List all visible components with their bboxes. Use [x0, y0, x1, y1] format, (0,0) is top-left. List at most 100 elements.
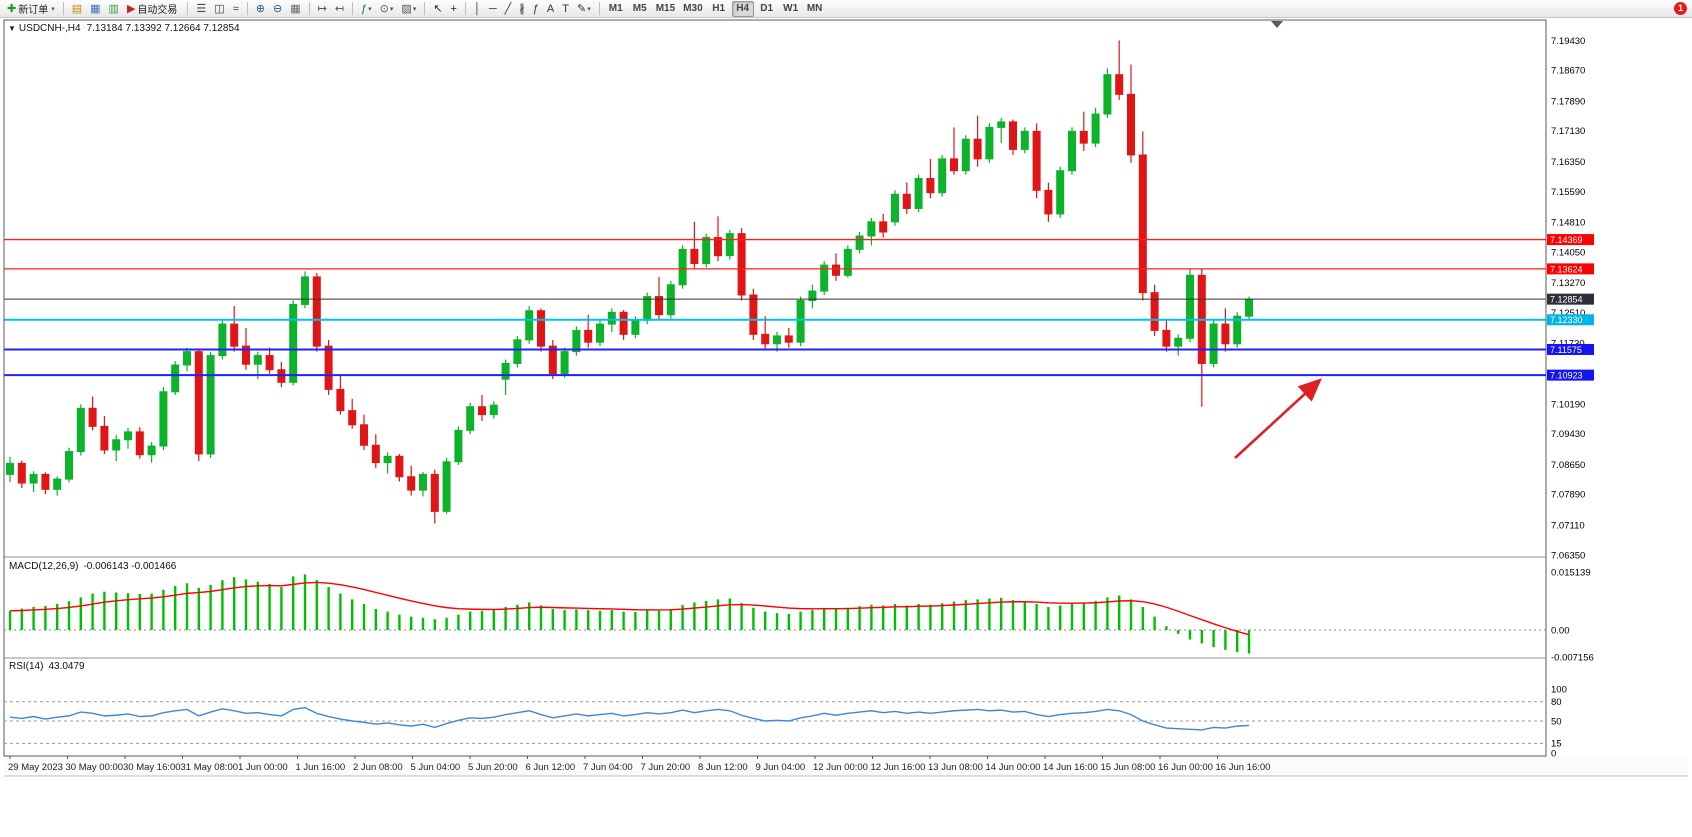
- svg-text:5 Jun 04:00: 5 Jun 04:00: [411, 762, 461, 773]
- svg-text:9 Jun 04:00: 9 Jun 04:00: [756, 762, 806, 773]
- svg-text:7.14050: 7.14050: [1551, 247, 1585, 258]
- svg-text:29 May 2023: 29 May 2023: [8, 762, 63, 773]
- fibonacci-button[interactable]: ƒ: [530, 1, 542, 17]
- toolbar-separator: [246, 2, 248, 15]
- svg-text:80: 80: [1551, 697, 1562, 708]
- timeframe-h4[interactable]: H4: [731, 0, 754, 17]
- price-label-box: [1547, 293, 1594, 305]
- candlestick-icon: ◫: [214, 2, 225, 15]
- crosshair-button[interactable]: +: [448, 1, 460, 17]
- svg-text:12 Jun 16:00: 12 Jun 16:00: [871, 762, 926, 773]
- chevron-down-icon: ▾: [412, 5, 417, 13]
- toolbar-separator: [598, 2, 600, 15]
- svg-text:6 Jun 12:00: 6 Jun 12:00: [526, 762, 576, 773]
- bar-chart-icon: ☰: [196, 2, 207, 15]
- new-order-button[interactable]: ✚ 新订单 ▾: [4, 1, 58, 17]
- timeframe-m5[interactable]: M5: [629, 1, 651, 17]
- chevron-down-icon: ▾: [51, 5, 55, 13]
- timeframe-h1[interactable]: H1: [708, 1, 730, 17]
- channel-icon: ∦: [519, 2, 525, 15]
- label-button[interactable]: T: [559, 1, 572, 17]
- macd-signal-line: [9, 581, 1250, 636]
- svg-text:7.10923: 7.10923: [1550, 371, 1583, 381]
- toolbar-separator: [464, 2, 466, 15]
- auto-scroll-button[interactable]: ↦: [315, 1, 330, 17]
- svg-text:7.07110: 7.07110: [1551, 520, 1585, 531]
- indicators-button[interactable]: ƒ ▾: [358, 1, 375, 17]
- svg-text:1 Jun 16:00: 1 Jun 16:00: [296, 762, 346, 773]
- svg-text:16 Jun 16:00: 16 Jun 16:00: [1216, 762, 1271, 773]
- templates-button[interactable]: ▨ ▾: [398, 1, 419, 17]
- svg-text:7.12510: 7.12510: [1551, 308, 1585, 319]
- horizontal-line-button[interactable]: ─: [486, 1, 500, 17]
- channel-button[interactable]: ∦: [516, 1, 528, 17]
- svg-text:13 Jun 08:00: 13 Jun 08:00: [928, 762, 983, 773]
- cursor-icon: ↖: [433, 2, 443, 15]
- line-chart-button[interactable]: ≈: [230, 1, 242, 17]
- price-label-boxes: 7.14369 7.13624 7.12330 7.11575 7.10923 7.128…: [1547, 234, 1594, 381]
- svg-text:30 May 00:00: 30 May 00:00: [66, 762, 124, 773]
- data-window-button[interactable]: ▦: [87, 1, 103, 17]
- chart-shift-icon: ↤: [334, 2, 345, 15]
- macd-histogram: [8, 574, 1251, 654]
- periods-button[interactable]: ⊙ ▾: [377, 1, 397, 17]
- timeframe-m30[interactable]: M30: [680, 1, 705, 17]
- svg-text:7.09430: 7.09430: [1551, 429, 1585, 440]
- timeframe-d1[interactable]: D1: [756, 1, 778, 17]
- svg-text:7.12854: 7.12854: [1550, 295, 1583, 305]
- trendline-button[interactable]: ╱: [502, 1, 515, 17]
- svg-text:-0.007156: -0.007156: [1551, 653, 1594, 664]
- rsi-line: [9, 706, 1250, 731]
- text-button[interactable]: A: [544, 1, 557, 17]
- horizontal-line-icon: ─: [488, 2, 497, 15]
- svg-text:7.14810: 7.14810: [1551, 218, 1585, 229]
- svg-text:7.11575: 7.11575: [1550, 345, 1582, 355]
- candlestick-chart-button[interactable]: ◫: [211, 1, 227, 17]
- toolbar-separator: [424, 2, 426, 15]
- toolbar-separator: [62, 2, 64, 15]
- new-order-icon: ✚: [7, 2, 17, 15]
- cursor-button[interactable]: ↖: [430, 1, 445, 17]
- timeframe-w1[interactable]: W1: [780, 1, 802, 17]
- svg-text:7.17130: 7.17130: [1551, 126, 1585, 137]
- bar-chart-button[interactable]: ☰: [193, 1, 209, 17]
- svg-text:0.00: 0.00: [1551, 625, 1570, 636]
- symbol-dropdown-icon[interactable]: ▼: [8, 24, 16, 33]
- timeframe-m1[interactable]: M1: [605, 1, 627, 17]
- svg-text:7.06350: 7.06350: [1551, 550, 1585, 561]
- svg-text:8 Jun 12:00: 8 Jun 12:00: [698, 762, 748, 773]
- vertical-line-button[interactable]: │: [471, 1, 484, 17]
- autotrade-button[interactable]: ▶ 自动交易: [124, 1, 182, 17]
- svg-text:5 Jun 20:00: 5 Jun 20:00: [468, 762, 518, 773]
- chart-shift-marker[interactable]: [1271, 21, 1283, 28]
- chart-shift-button[interactable]: ↤: [332, 1, 347, 17]
- zoom-in-button[interactable]: ⊕: [253, 1, 268, 17]
- timeframe-m15[interactable]: M15: [653, 1, 678, 17]
- toolbar-separator: [352, 2, 354, 15]
- time-axis-strip: [4, 757, 1688, 776]
- chevron-down-icon: ▾: [368, 5, 372, 13]
- svg-text:12 Jun 00:00: 12 Jun 00:00: [813, 762, 868, 773]
- arrows-button[interactable]: ✎ ▾: [574, 1, 594, 17]
- zoom-out-icon: ⊖: [272, 2, 283, 15]
- price-label-box: [1547, 263, 1594, 275]
- toolbar-separator: [187, 2, 189, 15]
- trend-arrow-annotation[interactable]: [1234, 378, 1322, 459]
- timeframe-mn[interactable]: MN: [804, 1, 826, 17]
- notification-badge[interactable]: 1: [1674, 2, 1687, 15]
- terminal-button[interactable]: ▥: [106, 1, 122, 17]
- svg-text:7.15590: 7.15590: [1551, 187, 1585, 198]
- svg-text:7.19430: 7.19430: [1551, 36, 1585, 47]
- zoom-in-icon: ⊕: [255, 2, 265, 15]
- chevron-down-icon: ▾: [587, 5, 591, 13]
- tile-windows-button[interactable]: ▦: [287, 1, 303, 17]
- terminal-icon: ▥: [108, 2, 119, 15]
- text-icon: A: [546, 2, 555, 15]
- zoom-out-button[interactable]: ⊖: [270, 1, 285, 17]
- candlestick-series[interactable]: [6, 40, 1253, 524]
- market-watch-button[interactable]: ▤: [69, 1, 85, 17]
- autotrade-button-label: 自动交易: [137, 5, 178, 16]
- svg-text:7 Jun 04:00: 7 Jun 04:00: [583, 762, 633, 773]
- horizontal-level-lines[interactable]: [4, 238, 1546, 377]
